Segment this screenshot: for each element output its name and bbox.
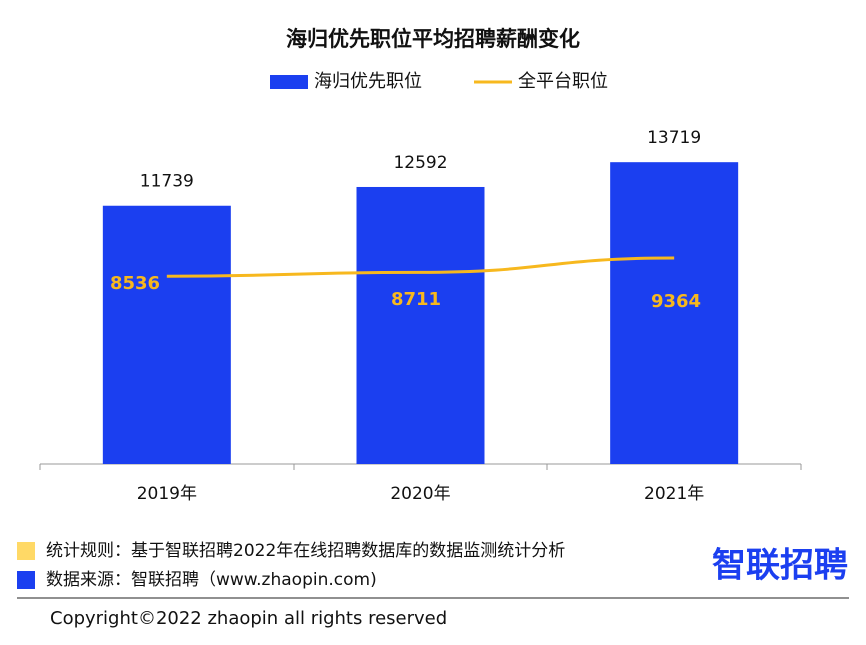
bar (102, 205, 231, 464)
legend-label: 海归优先职位 (314, 71, 422, 92)
bar (356, 186, 485, 464)
logo: 智联招聘 (712, 546, 848, 586)
note-marker (17, 571, 35, 589)
bar (610, 162, 739, 464)
data-label: 13719 (647, 128, 701, 148)
note-text: 统计规则：基于智联招聘2022年在线招聘数据库的数据监测统计分析 (46, 541, 565, 561)
data-label: 11739 (140, 172, 194, 192)
legend-swatch (270, 75, 308, 89)
note-marker (17, 542, 35, 560)
data-label: 8711 (391, 289, 441, 310)
data-label: 9364 (651, 291, 701, 312)
x-tick-label: 2020年 (390, 484, 450, 504)
copyright: Copyright©2022 zhaopin all rights reserv… (50, 608, 447, 629)
chart-title: 海归优先职位平均招聘薪酬变化 (286, 27, 580, 51)
legend-label: 全平台职位 (518, 71, 608, 92)
line (166, 256, 675, 278)
data-label: 8536 (110, 273, 160, 294)
data-label: 12592 (393, 153, 447, 173)
x-tick-label: 2021年 (644, 484, 704, 504)
x-tick-label: 2019年 (137, 484, 197, 504)
note-text: 数据来源：智联招聘（www.zhaopin.com) (46, 570, 377, 590)
